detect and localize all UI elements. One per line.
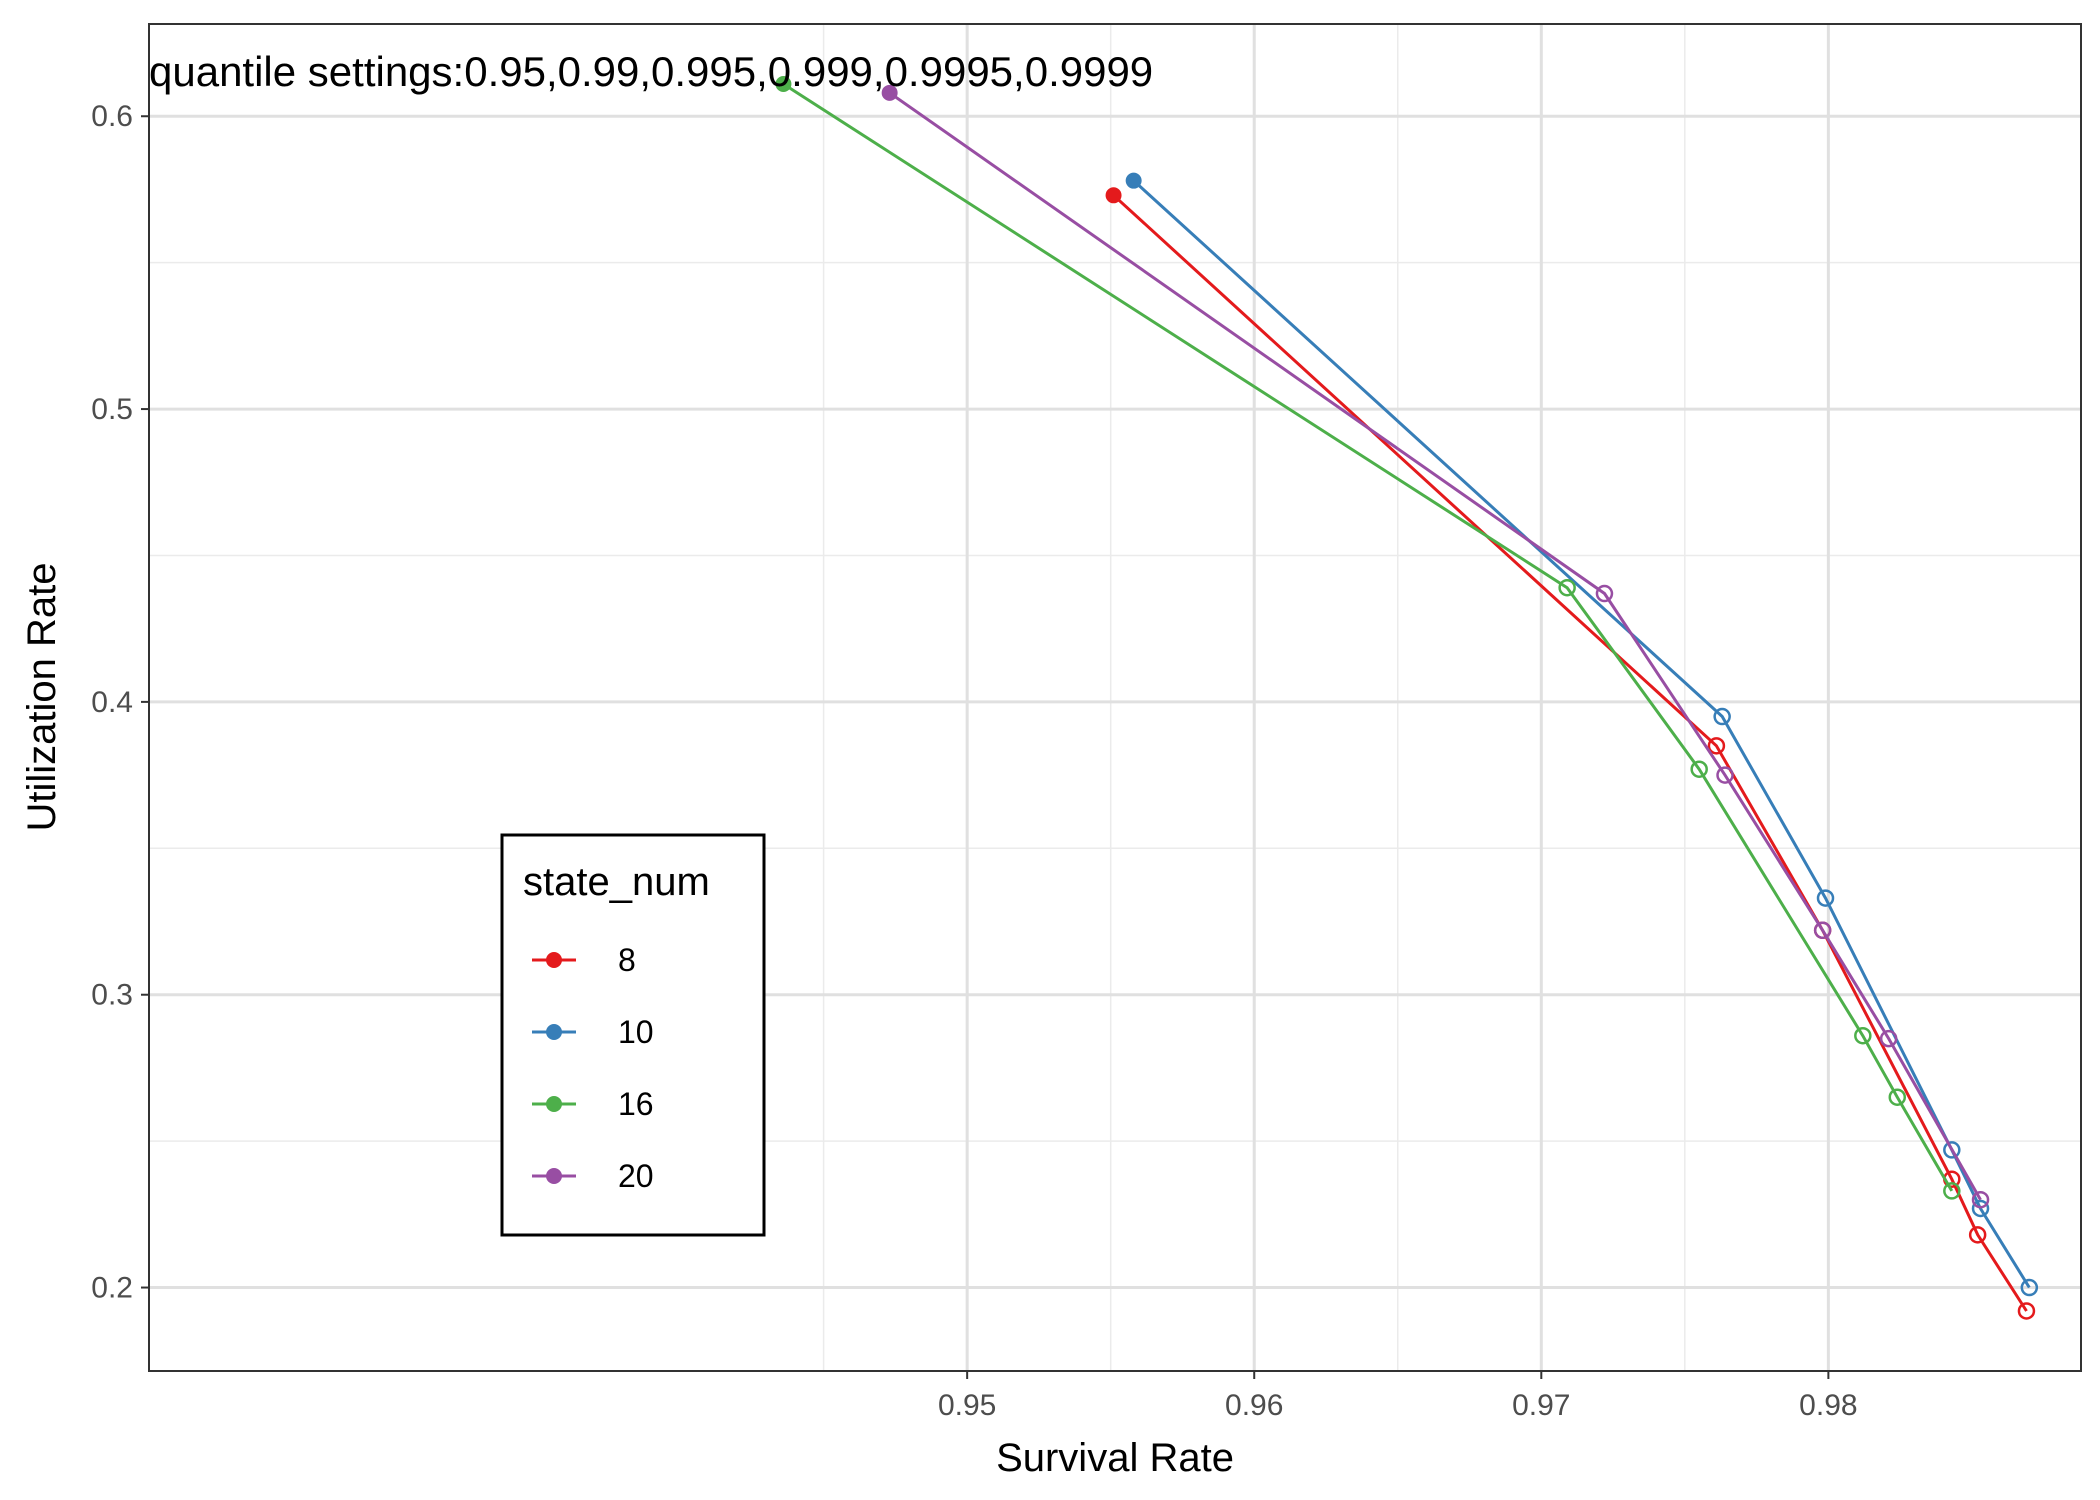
x-tick-label: 0.96 <box>1225 1389 1283 1422</box>
legend-key-dot <box>546 952 562 968</box>
x-tick-label: 0.97 <box>1512 1389 1570 1422</box>
data-point-20 <box>1813 921 1832 940</box>
legend-label: 16 <box>618 1086 654 1122</box>
data-point-16 <box>1854 1026 1872 1045</box>
data-point-10 <box>1713 707 1731 726</box>
data-point-16 <box>1690 760 1708 778</box>
legend-title: state_num <box>523 860 710 904</box>
series-line-10 <box>1132 179 2031 1289</box>
y-tick-label: 0.5 <box>91 393 133 426</box>
x-tick-label: 0.98 <box>1799 1389 1857 1422</box>
legend-label: 10 <box>618 1014 654 1050</box>
x-tick-label: 0.95 <box>938 1389 996 1422</box>
legend-key-dot <box>546 1024 562 1040</box>
data-point-16 <box>1943 1182 1961 1200</box>
y-axis: 0.2 0.3 0.4 0.5 0.6 <box>91 100 149 1305</box>
series-line-16 <box>782 82 1954 1192</box>
series-line-20 <box>888 91 1982 1201</box>
x-axis: 0.95 0.96 0.97 0.98 <box>938 1371 1858 1422</box>
data-point-20 <box>1971 1190 1990 1209</box>
data-point-8 <box>1707 737 1726 755</box>
data-point-10 <box>1943 1141 1961 1159</box>
data-point-10 <box>1125 172 1142 189</box>
data-point-8 <box>1968 1226 1987 1244</box>
legend-key-dot <box>546 1168 562 1184</box>
plot-border <box>148 23 2082 1372</box>
data-point-10 <box>1816 889 1835 907</box>
data-point-10 <box>1971 1199 1990 1218</box>
y-tick-label: 0.2 <box>91 1272 133 1305</box>
data-point-8 <box>1105 187 1122 204</box>
data-point-8 <box>2017 1302 2036 1320</box>
legend-box <box>500 833 766 1237</box>
plot-background <box>149 24 2081 1371</box>
data-point-20 <box>1595 584 1614 603</box>
legend: state_num 8 10 16 20 <box>500 833 766 1237</box>
annotation-text: quantile settings:0.95,0.99,0.995,0.999,… <box>149 48 1153 95</box>
data-point-16 <box>1558 578 1576 597</box>
series-16 <box>775 76 1961 1200</box>
y-tick-label: 0.3 <box>91 979 133 1012</box>
data-point-10 <box>2020 1278 2039 1297</box>
series-10 <box>1125 172 2039 1297</box>
data-point-20 <box>1716 766 1734 784</box>
grid <box>149 24 2081 1371</box>
data-point-16 <box>775 76 792 93</box>
data-point-20 <box>1879 1029 1898 1048</box>
legend-key-dot <box>546 1096 562 1112</box>
legend-items: 8 10 16 20 <box>532 942 654 1194</box>
data-point-20 <box>881 84 898 101</box>
data-point-16 <box>1888 1088 1907 1106</box>
x-axis-title: Survival Rate <box>996 1436 1234 1480</box>
series-layer <box>775 76 2039 1320</box>
series-20 <box>881 84 1990 1209</box>
y-axis-title: Utilization Rate <box>20 562 64 831</box>
y-tick-label: 0.4 <box>91 686 133 719</box>
y-tick-label: 0.6 <box>91 100 133 133</box>
legend-label: 20 <box>618 1158 654 1194</box>
legend-label: 8 <box>618 942 636 978</box>
